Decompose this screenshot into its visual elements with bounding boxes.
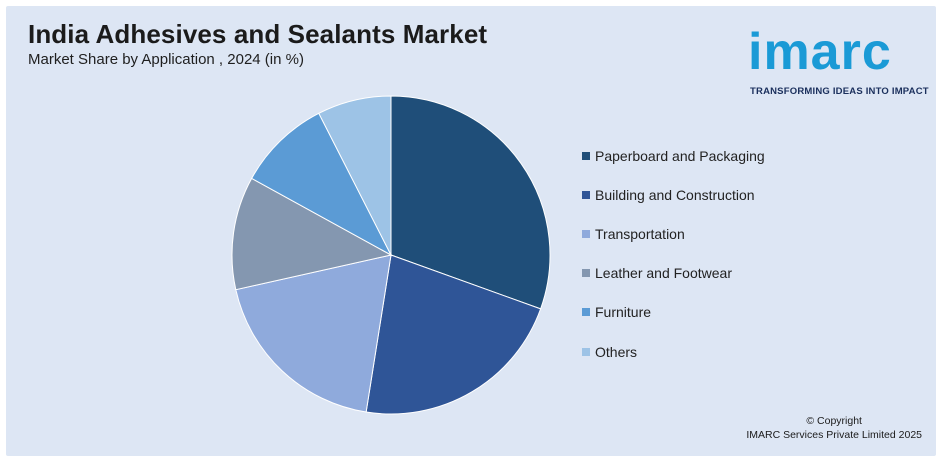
pie-slice-leather-and-footwear [231, 177, 393, 291]
legend-label: Leather and Footwear [595, 265, 732, 282]
legend-swatch [582, 308, 590, 317]
pie-slice-transportation [235, 254, 392, 413]
legend-swatch [582, 151, 590, 160]
logo-wordmark: imarc [748, 23, 892, 81]
legend-item: Leather and Footwear [582, 254, 765, 293]
legend-label: Others [595, 343, 638, 360]
legend-swatch [582, 269, 590, 278]
legend-item: Building and Construction [582, 175, 765, 214]
copyright-notice: © Copyright IMARC Services Private Limit… [746, 414, 922, 442]
chart-subtitle: Market Share by Application , 2024 (in %… [28, 51, 304, 68]
copyright-line-2: IMARC Services Private Limited 2025 [746, 429, 922, 441]
legend-item: Transportation [582, 214, 765, 253]
legend-label: Paperboard and Packaging [595, 147, 765, 164]
chart-title: India Adhesives and Sealants Market [28, 19, 488, 49]
logo-tagline: TRANSFORMING IDEAS INTO IMPACT [750, 86, 929, 97]
chart-legend: Paperboard and Packaging Building and Con… [582, 136, 765, 371]
imarc-logo: imarc TRANSFORMING IDEAS INTO IMPACT [748, 14, 929, 104]
copyright-line-1: © Copyright [806, 415, 862, 427]
legend-swatch [582, 190, 590, 199]
legend-label: Transportation [595, 225, 685, 242]
legend-item: Furniture [582, 293, 765, 332]
legend-label: Furniture [595, 304, 652, 321]
pie-chart [231, 95, 551, 415]
pie-slice-furniture [250, 112, 393, 257]
legend-item: Others [582, 332, 765, 371]
pie-slices [231, 95, 551, 415]
pie-slice-others [318, 95, 392, 256]
pie-slice-building-and-construction [365, 254, 542, 415]
pie-slice-paperboard-and-packaging [390, 95, 551, 310]
legend-swatch [582, 347, 590, 356]
chart-card: India Adhesives and Sealants Market Mark… [6, 6, 936, 456]
legend-label: Building and Construction [595, 186, 755, 203]
legend-swatch [582, 229, 590, 238]
legend-item: Paperboard and Packaging [582, 136, 765, 175]
